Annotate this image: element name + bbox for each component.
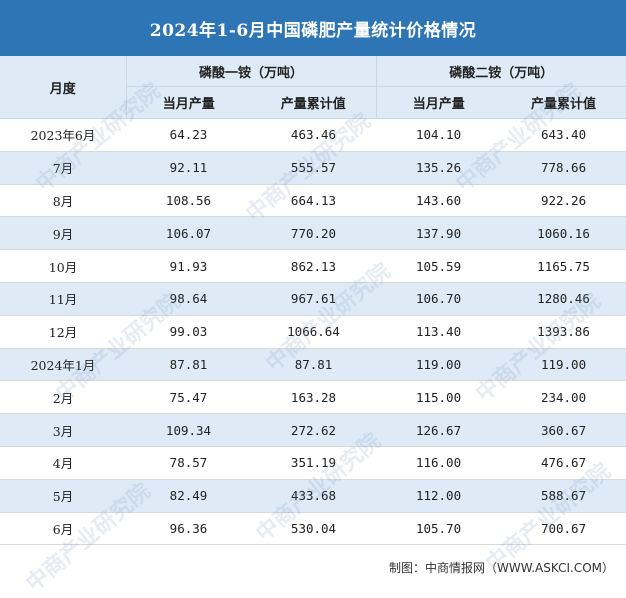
phosphate-fertilizer-table: 月度 磷酸一铵（万吨） 磷酸二铵（万吨） 当月产量 产量累计值 当月产量 产量累…	[0, 56, 626, 546]
month-cell: 10月	[0, 249, 126, 283]
map-cumulative-cell: 463.46	[251, 118, 377, 152]
table-row: 11月 98.64 967.61 106.70 1280.46	[0, 282, 626, 316]
dap-monthly-cell: 135.26	[376, 151, 502, 185]
dap-cumulative-cell: 476.67	[501, 446, 626, 480]
header-month: 月度	[0, 56, 127, 119]
map-cumulative-cell: 530.04	[251, 512, 377, 546]
map-monthly-cell: 106.07	[126, 216, 251, 251]
page-title: 2024年1-6月中国磷肥产量统计价格情况	[0, 0, 626, 56]
source-note: 制图：中商情报网（WWW.ASKCI.COM）	[389, 561, 614, 575]
dap-monthly-cell: 116.00	[376, 446, 502, 480]
month-cell: 2024年1月	[0, 348, 126, 382]
month-cell: 4月	[0, 446, 126, 480]
dap-monthly-cell: 143.60	[376, 184, 502, 218]
map-cumulative-cell: 433.68	[251, 479, 377, 513]
map-cumulative-cell: 87.81	[251, 348, 377, 382]
dap-monthly-cell: 105.59	[376, 249, 502, 283]
dap-monthly-cell: 106.70	[376, 282, 502, 316]
map-cumulative-cell: 862.13	[251, 249, 377, 283]
table-row: 3月 109.34 272.62 126.67 360.67	[0, 413, 626, 447]
table-row: 9月 106.07 770.20 137.90 1060.16	[0, 216, 626, 251]
dap-cumulative-cell: 922.26	[501, 184, 626, 218]
table-row: 4月 78.57 351.19 116.00 476.67	[0, 446, 626, 480]
map-monthly-cell: 96.36	[126, 512, 251, 546]
map-cumulative-cell: 555.57	[251, 151, 377, 185]
table-row: 10月 91.93 862.13 105.59 1165.75	[0, 249, 626, 283]
dap-monthly-cell: 119.00	[376, 348, 502, 382]
map-monthly-cell: 109.34	[126, 413, 251, 447]
map-monthly-cell: 92.11	[126, 151, 251, 185]
month-cell: 2月	[0, 380, 126, 415]
map-cumulative-cell: 967.61	[251, 282, 377, 316]
map-monthly-cell: 91.93	[126, 249, 251, 283]
map-monthly-cell: 82.49	[126, 479, 251, 513]
dap-cumulative-cell: 1165.75	[501, 249, 626, 283]
map-monthly-cell: 108.56	[126, 184, 251, 218]
month-cell: 9月	[0, 216, 126, 251]
month-cell: 3月	[0, 413, 126, 447]
table-row: 2024年1月 87.81 87.81 119.00 119.00	[0, 348, 626, 382]
month-cell: 12月	[0, 315, 126, 349]
month-cell: 11月	[0, 282, 126, 316]
dap-cumulative-cell: 778.66	[501, 151, 626, 185]
title-text: 2024年1-6月中国磷肥产量统计价格情况	[149, 20, 477, 41]
dap-cumulative-cell: 1393.86	[501, 315, 626, 349]
map-cumulative-cell: 664.13	[251, 184, 377, 218]
dap-monthly-cell: 105.70	[376, 512, 502, 546]
table-row: 7月 92.11 555.57 135.26 778.66	[0, 151, 626, 185]
map-monthly-cell: 64.23	[126, 118, 251, 152]
dap-monthly-cell: 113.40	[376, 315, 502, 349]
table-row: 8月 108.56 664.13 143.60 922.26	[0, 184, 626, 218]
dap-cumulative-cell: 643.40	[501, 118, 626, 152]
dap-monthly-cell: 126.67	[376, 413, 502, 447]
dap-cumulative-cell: 360.67	[501, 413, 626, 447]
dap-cumulative-cell: 588.67	[501, 479, 626, 513]
month-cell: 5月	[0, 479, 126, 513]
table-row: 5月 82.49 433.68 112.00 588.67	[0, 479, 626, 513]
header-dap-cumulative: 产量累计值	[501, 86, 626, 119]
map-monthly-cell: 78.57	[126, 446, 251, 480]
map-cumulative-cell: 1066.64	[251, 315, 377, 349]
dap-cumulative-cell: 700.67	[501, 512, 626, 546]
month-cell: 7月	[0, 151, 126, 185]
map-monthly-cell: 87.81	[126, 348, 251, 382]
month-cell: 2023年6月	[0, 118, 126, 152]
month-cell: 8月	[0, 184, 126, 218]
dap-cumulative-cell: 234.00	[501, 380, 626, 415]
map-monthly-cell: 98.64	[126, 282, 251, 316]
table-row: 6月 96.36 530.04 105.70 700.67	[0, 512, 626, 546]
map-cumulative-cell: 163.28	[251, 380, 377, 415]
dap-cumulative-cell: 119.00	[501, 348, 626, 382]
map-cumulative-cell: 351.19	[251, 446, 377, 480]
month-cell: 6月	[0, 512, 126, 546]
table-row: 2023年6月 64.23 463.46 104.10 643.40	[0, 118, 626, 152]
map-cumulative-cell: 770.20	[251, 216, 377, 251]
table-row: 12月 99.03 1066.64 113.40 1393.86	[0, 315, 626, 349]
dap-monthly-cell: 115.00	[376, 380, 502, 415]
header-group-dap: 磷酸二铵（万吨）	[376, 56, 626, 87]
dap-monthly-cell: 104.10	[376, 118, 502, 152]
map-cumulative-cell: 272.62	[251, 413, 377, 447]
header-map-cumulative: 产量累计值	[251, 86, 377, 119]
map-monthly-cell: 99.03	[126, 315, 251, 349]
dap-cumulative-cell: 1280.46	[501, 282, 626, 316]
header-group-map: 磷酸一铵（万吨）	[126, 56, 377, 87]
map-monthly-cell: 75.47	[126, 380, 251, 415]
table-row: 2月 75.47 163.28 115.00 234.00	[0, 380, 626, 415]
header-dap-monthly: 当月产量	[376, 86, 502, 119]
dap-monthly-cell: 112.00	[376, 479, 502, 513]
dap-cumulative-cell: 1060.16	[501, 216, 626, 251]
dap-monthly-cell: 137.90	[376, 216, 502, 251]
header-map-monthly: 当月产量	[126, 86, 251, 119]
